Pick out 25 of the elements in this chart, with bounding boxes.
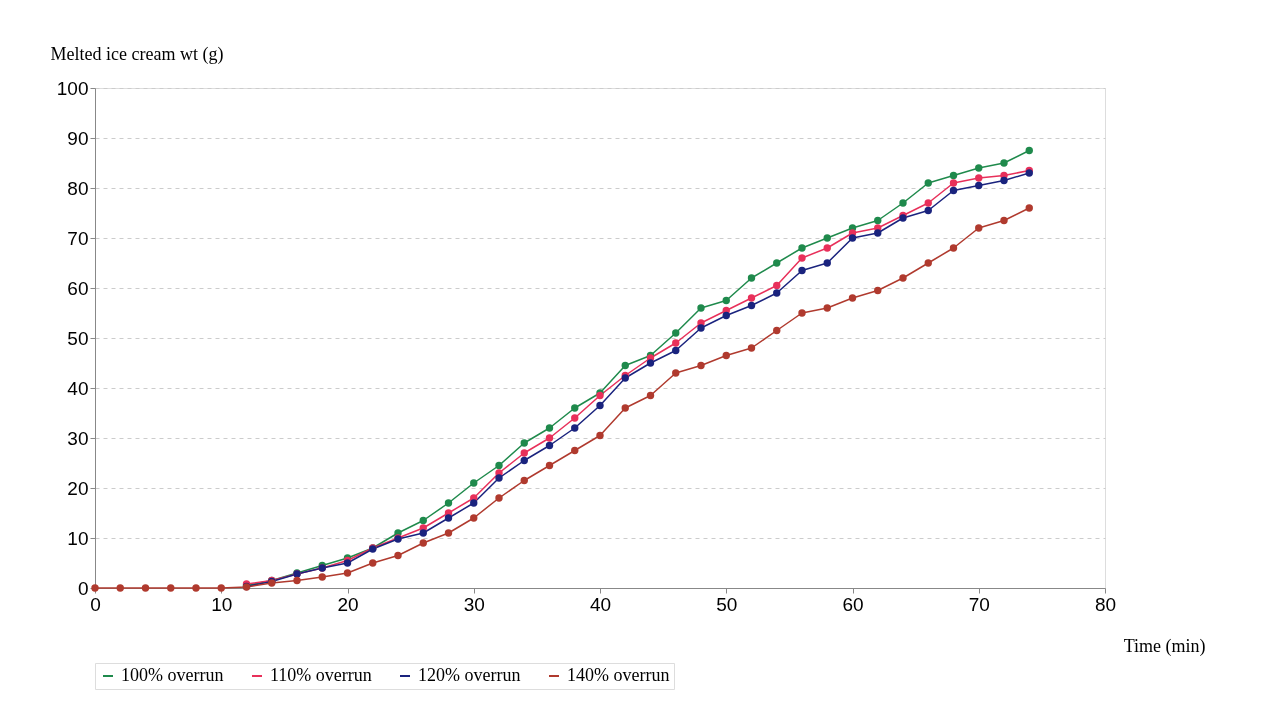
y-tick-label: 90 [67, 127, 89, 149]
legend-label: 110% overrun [270, 665, 372, 685]
y-tick-label: 10 [67, 527, 89, 549]
x-tick-label: 20 [337, 593, 359, 615]
y-tick-label: 100 [56, 77, 89, 99]
x-axis-title: Time (min) [1123, 635, 1206, 657]
legend-label: 100% overrun [121, 665, 224, 685]
y-tick-label: 30 [67, 427, 89, 449]
x-tick-label: 10 [211, 593, 233, 615]
legend-label: 140% overrun [567, 665, 670, 685]
y-tick-label: 40 [67, 377, 89, 399]
y-tick-label: 0 [77, 577, 89, 599]
y-tick-label: 50 [67, 327, 89, 349]
y-tick-label: 70 [67, 227, 89, 249]
y-axis-title: Melted ice cream wt (g) [50, 43, 224, 65]
x-tick-label: 30 [463, 593, 485, 615]
x-tick-label: 40 [589, 593, 612, 615]
y-tick-label: 80 [67, 177, 89, 199]
x-tick-label: 50 [716, 593, 738, 615]
x-tick-label: 60 [842, 593, 864, 615]
x-tick-label: 80 [1094, 593, 1117, 615]
x-tick-label: 70 [968, 593, 990, 615]
y-tick-label: 60 [67, 277, 89, 299]
y-tick-label: 20 [67, 477, 89, 499]
legend-label: 120% overrun [418, 665, 521, 685]
